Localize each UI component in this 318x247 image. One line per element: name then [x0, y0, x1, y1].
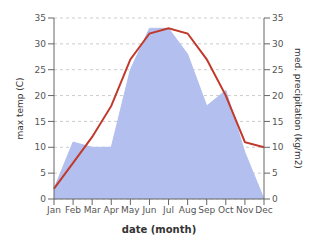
svg-text:Jul: Jul [162, 205, 174, 215]
svg-text:35: 35 [35, 13, 46, 23]
svg-text:5: 5 [272, 168, 278, 178]
svg-text:May: May [121, 205, 140, 215]
svg-text:5: 5 [40, 168, 46, 178]
svg-text:35: 35 [272, 13, 283, 23]
svg-text:Dec: Dec [255, 205, 272, 215]
svg-text:Feb: Feb [65, 205, 81, 215]
svg-text:25: 25 [272, 65, 283, 75]
svg-text:med. precipitation (kg/m2): med. precipitation (kg/m2) [293, 48, 303, 169]
svg-text:0: 0 [272, 194, 278, 204]
svg-text:20: 20 [272, 91, 284, 101]
svg-text:date (month): date (month) [122, 224, 196, 235]
svg-text:Jun: Jun [141, 205, 156, 215]
svg-text:Oct: Oct [218, 205, 234, 215]
svg-text:30: 30 [272, 39, 284, 49]
svg-text:10: 10 [272, 142, 284, 152]
svg-text:10: 10 [35, 142, 47, 152]
svg-text:Mar: Mar [84, 205, 101, 215]
svg-text:25: 25 [35, 65, 46, 75]
svg-text:0: 0 [40, 194, 46, 204]
svg-text:max temp (C): max temp (C) [15, 77, 25, 139]
svg-text:Nov: Nov [236, 205, 254, 215]
svg-text:Aug: Aug [179, 205, 197, 215]
svg-text:15: 15 [272, 117, 283, 127]
svg-text:Sep: Sep [198, 205, 215, 215]
svg-text:15: 15 [35, 117, 46, 127]
svg-text:Jan: Jan [46, 205, 61, 215]
svg-text:30: 30 [35, 39, 47, 49]
svg-text:Apr: Apr [103, 205, 119, 215]
svg-text:20: 20 [35, 91, 47, 101]
